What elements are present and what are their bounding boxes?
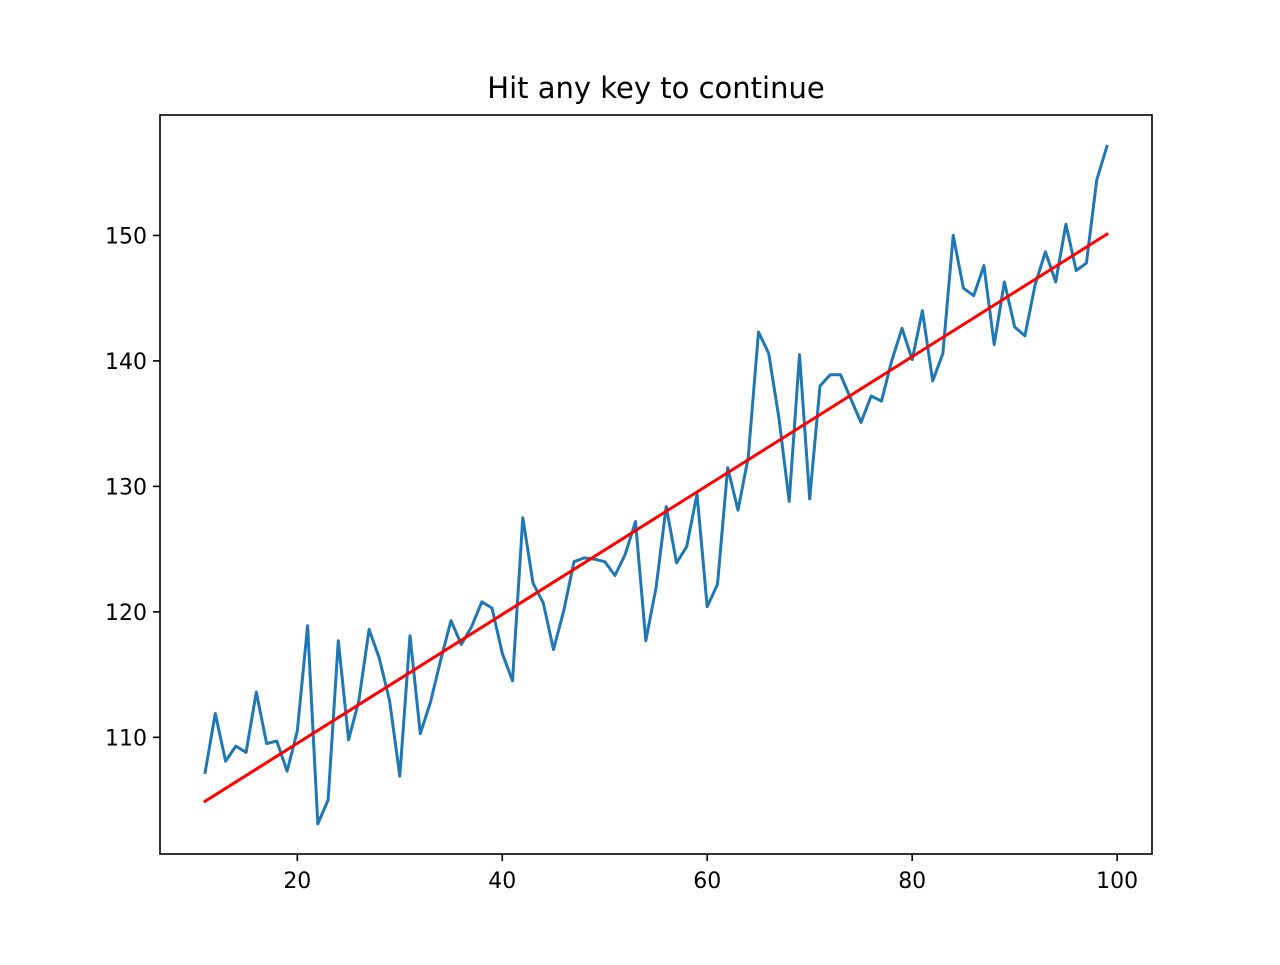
y-tick-label: 140 — [105, 350, 147, 375]
x-tick-label: 40 — [488, 869, 516, 894]
y-tick-label: 110 — [105, 726, 147, 751]
x-tick-label: 60 — [693, 869, 721, 894]
x-tick-label: 100 — [1096, 869, 1138, 894]
y-tick-label: 120 — [105, 601, 147, 626]
axes-frame — [159, 114, 1153, 855]
x-axis: 20 40 60 80 100 — [283, 854, 1138, 894]
plot-area — [159, 114, 1153, 855]
chart-title: Hit any key to continue — [487, 71, 824, 105]
y-tick-label: 150 — [105, 224, 147, 249]
series-line-2 — [203, 232, 1109, 804]
series-line-1 — [203, 144, 1109, 826]
x-tick-label: 80 — [898, 869, 926, 894]
y-tick-label: 130 — [105, 475, 147, 500]
y-axis: 110 120 130 140 150 — [105, 224, 160, 751]
x-tick-label: 20 — [283, 869, 311, 894]
